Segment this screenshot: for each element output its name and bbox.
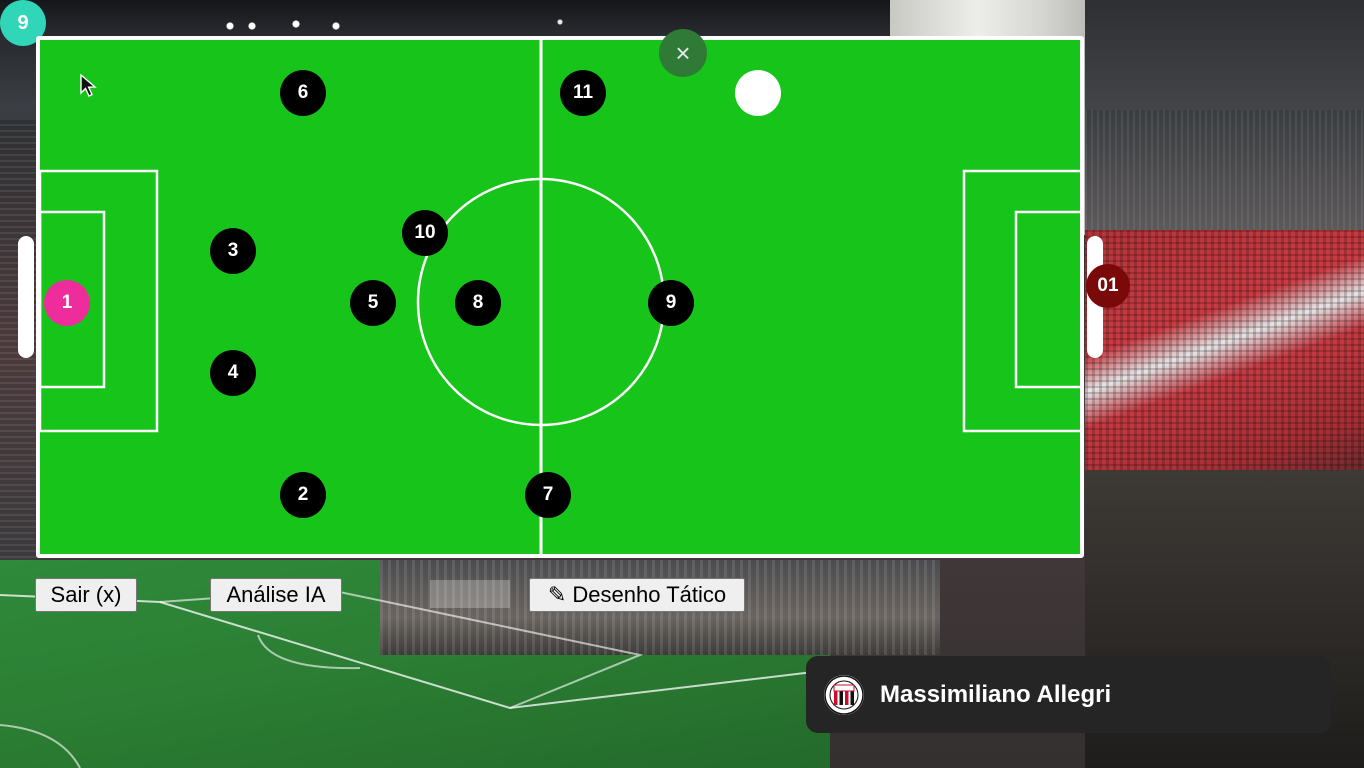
coach-card: Massimiliano Allegri bbox=[806, 656, 1331, 733]
ball-token[interactable] bbox=[735, 70, 781, 116]
player-token[interactable]: 9 bbox=[648, 280, 694, 326]
pitch-markings bbox=[40, 40, 1080, 554]
player-token[interactable]: 3 bbox=[210, 228, 256, 274]
player-token[interactable]: 2 bbox=[280, 472, 326, 518]
player-token[interactable]: 8 bbox=[455, 280, 501, 326]
ai-analysis-button[interactable]: Análise IA bbox=[210, 578, 342, 612]
exit-button[interactable]: Sair (x) bbox=[35, 578, 137, 612]
goalkeeper-token[interactable]: 1 bbox=[44, 280, 90, 326]
player-token[interactable]: 6 bbox=[280, 70, 326, 116]
floodlights bbox=[0, 0, 900, 40]
player-token[interactable]: 4 bbox=[210, 350, 256, 396]
coach-name: Massimiliano Allegri bbox=[880, 680, 1112, 708]
opponent-token[interactable]: 01 bbox=[1086, 264, 1130, 308]
player-token[interactable]: 11 bbox=[560, 70, 606, 116]
red-crowd bbox=[1085, 230, 1364, 490]
stadium-roof bbox=[1085, 0, 1364, 120]
club-crest-icon bbox=[824, 674, 864, 715]
upper-crowd bbox=[1085, 110, 1364, 235]
left-resize-handle[interactable] bbox=[18, 236, 34, 358]
tactical-pitch[interactable] bbox=[36, 36, 1084, 558]
player-token[interactable]: 5 bbox=[350, 280, 396, 326]
player-token[interactable]: 7 bbox=[525, 472, 571, 518]
close-button[interactable]: × bbox=[659, 29, 707, 77]
player-token[interactable]: 10 bbox=[402, 210, 448, 256]
tactical-drawing-button[interactable]: ✎ Desenho Tático bbox=[529, 578, 745, 612]
mouse-cursor-icon bbox=[80, 74, 97, 97]
